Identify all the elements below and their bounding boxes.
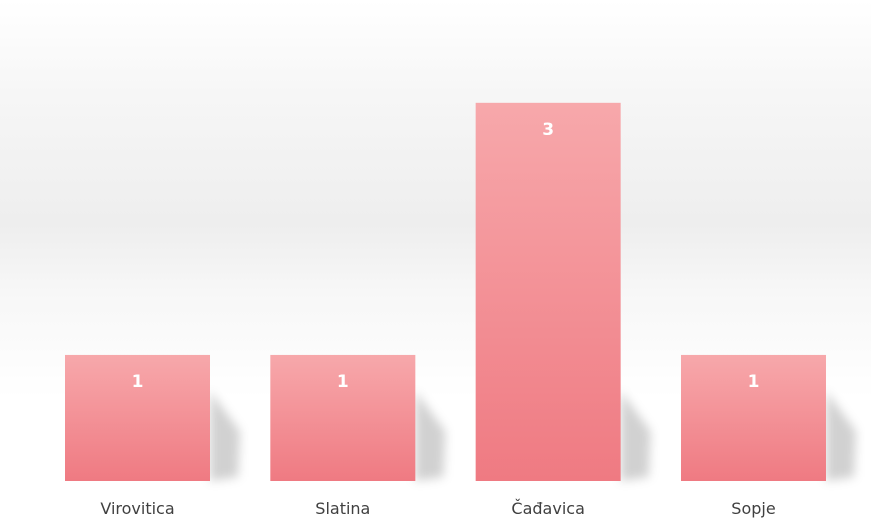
category-label-sopje: Sopje bbox=[731, 499, 775, 518]
category-labels-group: Virovitica Slatina Čađavica Sopje bbox=[100, 499, 775, 518]
data-label-slatina: 1 bbox=[337, 372, 349, 392]
category-label-virovitica: Virovitica bbox=[100, 499, 174, 518]
bar-shadow-virovitica bbox=[210, 391, 240, 481]
bar-shadow-sopje bbox=[825, 391, 856, 481]
bar-slatina bbox=[270, 354, 416, 481]
bar-shadows bbox=[210, 391, 856, 481]
data-labels-group: 1 1 3 1 bbox=[132, 120, 760, 392]
data-label-c-a-avica: 3 bbox=[542, 120, 554, 140]
bars-group bbox=[65, 102, 826, 482]
category-label-slatina: Slatina bbox=[315, 499, 370, 518]
category-label-c-a-avica: Čađavica bbox=[511, 499, 584, 518]
bar-virovitica bbox=[65, 354, 210, 481]
bar-shadow-slatina bbox=[415, 391, 446, 481]
bar-sopje bbox=[680, 354, 826, 481]
bar-shadow-c-a-avica bbox=[620, 391, 651, 481]
bar-c-a-avica bbox=[475, 102, 621, 482]
data-label-sopje: 1 bbox=[748, 372, 760, 392]
data-label-virovitica: 1 bbox=[132, 372, 144, 392]
